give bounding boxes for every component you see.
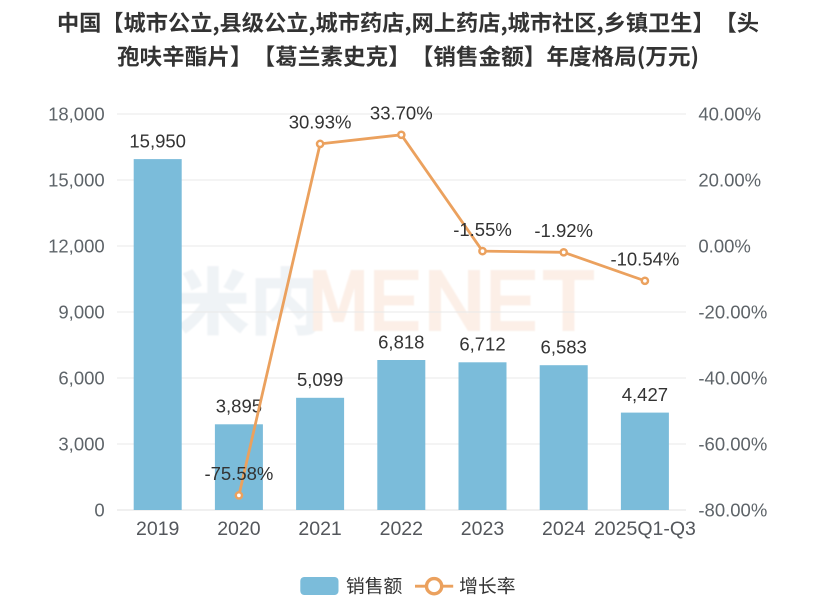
svg-text:18,000: 18,000 [48, 104, 105, 125]
svg-text:12,000: 12,000 [48, 236, 105, 257]
svg-text:0.00%: 0.00% [698, 236, 750, 257]
svg-text:5,099: 5,099 [297, 369, 343, 390]
svg-text:-20.00%: -20.00% [698, 302, 767, 323]
svg-text:2022: 2022 [380, 518, 423, 540]
svg-text:2019: 2019 [136, 518, 179, 540]
svg-text:2020: 2020 [217, 518, 261, 540]
svg-text:-10.54%: -10.54% [610, 249, 679, 270]
svg-text:4,427: 4,427 [622, 384, 668, 405]
svg-text:6,818: 6,818 [378, 331, 424, 352]
svg-text:9,000: 9,000 [58, 302, 104, 323]
svg-text:33.70%: 33.70% [370, 103, 433, 124]
svg-text:-1.55%: -1.55% [453, 219, 512, 240]
svg-text:6,583: 6,583 [541, 337, 587, 358]
svg-text:2023: 2023 [461, 518, 504, 540]
svg-text:-40.00%: -40.00% [698, 368, 767, 389]
svg-text:-75.58%: -75.58% [204, 463, 273, 484]
svg-text:-80.00%: -80.00% [698, 500, 767, 521]
svg-text:3,000: 3,000 [58, 434, 104, 455]
svg-text:40.00%: 40.00% [698, 104, 761, 125]
svg-text:2021: 2021 [298, 518, 341, 540]
svg-text:3,895: 3,895 [216, 396, 262, 417]
svg-text:2025Q1-Q3: 2025Q1-Q3 [594, 518, 696, 540]
svg-text:2024: 2024 [542, 518, 586, 540]
svg-text:-60.00%: -60.00% [698, 434, 767, 455]
svg-text:0: 0 [94, 500, 104, 521]
svg-text:30.93%: 30.93% [289, 112, 352, 133]
svg-text:15,950: 15,950 [129, 131, 186, 152]
svg-text:6,000: 6,000 [58, 368, 104, 389]
svg-text:-1.92%: -1.92% [534, 220, 593, 241]
svg-text:20.00%: 20.00% [698, 170, 761, 191]
svg-text:15,000: 15,000 [48, 170, 105, 191]
svg-text:6,712: 6,712 [459, 334, 505, 355]
